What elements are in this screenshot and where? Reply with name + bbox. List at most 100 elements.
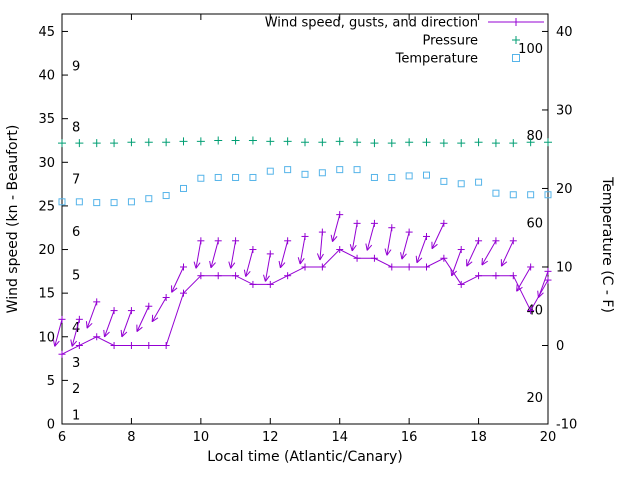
square-marker <box>162 192 170 200</box>
arrow-head <box>349 244 353 252</box>
arrow-head <box>384 248 388 256</box>
arrow-head <box>243 269 247 277</box>
arrow-head <box>52 339 56 347</box>
arrow-head <box>400 252 403 260</box>
arrow-head <box>431 243 438 250</box>
wind-direction-arrow <box>151 297 167 323</box>
wind-direction-arrow <box>481 240 497 266</box>
y-left-tick-label: 35 <box>38 112 55 127</box>
wind-direction-arrow <box>86 301 98 329</box>
y-right-tick-label: 30 <box>556 103 573 118</box>
wind-direction-arrow <box>331 214 341 242</box>
arrow-head <box>151 317 159 323</box>
beaufort-label: 2 <box>72 382 80 397</box>
legend-label-pressure: Pressure <box>422 34 478 49</box>
x-tick-label: 14 <box>331 430 348 445</box>
square-marker <box>544 191 552 199</box>
arrow-head <box>71 340 78 347</box>
arrow-head <box>332 236 338 243</box>
square-marker <box>492 189 500 197</box>
square-marker <box>370 173 378 181</box>
arrow-head <box>280 262 286 269</box>
arrow-head <box>538 292 544 299</box>
arrow-head <box>265 275 270 282</box>
square-marker <box>336 166 344 174</box>
y-axis-title-left: Wind speed (kn - Beaufort) <box>5 125 21 314</box>
arrow-head <box>230 262 236 269</box>
series-temperature <box>58 166 552 207</box>
y-left-tick-label: 20 <box>38 243 55 258</box>
square-marker <box>457 180 465 188</box>
square-marker <box>145 195 153 203</box>
wind-direction-arrow <box>210 240 219 268</box>
wind-direction-arrow <box>500 240 514 267</box>
arrow-head <box>278 260 281 268</box>
wind-direction-arrow <box>279 240 289 268</box>
arrow-head <box>299 258 305 265</box>
legend-sample-temperature <box>512 54 520 62</box>
arrow-head <box>416 257 423 264</box>
arrow-head <box>151 314 154 322</box>
beaufort-label: 3 <box>72 356 80 371</box>
square-marker <box>509 191 517 199</box>
arrow-head <box>466 261 473 267</box>
x-tick-label: 20 <box>540 430 557 445</box>
arrow-head <box>481 258 483 266</box>
arrow-head <box>136 326 143 332</box>
beaufort-label: 5 <box>72 269 80 284</box>
y-left-tick-label: 45 <box>38 25 55 40</box>
fahrenheit-label: 20 <box>526 391 543 406</box>
square-marker <box>423 171 430 179</box>
y-right-tick-label: 20 <box>556 182 573 197</box>
wind-direction-arrow <box>54 319 63 347</box>
wind-direction-arrow <box>71 319 80 347</box>
square-marker <box>58 198 66 206</box>
square-marker <box>249 173 257 181</box>
arrow-head <box>415 255 418 263</box>
y-left-tick-label: 40 <box>38 69 55 84</box>
square-marker <box>527 191 535 199</box>
y-right-tick-label: -10 <box>556 418 577 433</box>
wind-direction-arrow <box>171 266 184 293</box>
y-left-tick-label: 25 <box>38 199 55 214</box>
arrow-head <box>386 249 392 256</box>
series-wind-speed <box>58 246 552 358</box>
arrow-head <box>85 321 88 329</box>
arrow-head <box>450 268 453 276</box>
arrow-head <box>120 329 123 337</box>
wind-direction-arrow <box>136 306 150 332</box>
square-marker <box>353 166 361 174</box>
beaufort-label: 7 <box>72 173 80 188</box>
arrow-head <box>121 331 128 338</box>
square-marker <box>475 178 483 186</box>
wind-direction-arrow <box>299 236 306 265</box>
wind-direction-arrow <box>466 240 480 267</box>
square-marker <box>127 198 135 206</box>
arrow-head <box>263 274 266 282</box>
arrow-head <box>195 262 201 269</box>
square-marker <box>75 198 83 206</box>
arrow-head <box>516 284 518 292</box>
beaufort-label: 4 <box>72 321 80 336</box>
arrow-head <box>297 257 301 265</box>
y-right-tick-label: 40 <box>556 25 573 40</box>
arrow-head <box>228 261 232 269</box>
series-wind-gusts <box>52 211 552 347</box>
x-tick-label: 6 <box>58 430 66 445</box>
square-marker <box>214 173 222 181</box>
x-tick-label: 8 <box>127 430 135 445</box>
arrow-head <box>210 262 216 269</box>
arrow-head <box>401 253 407 260</box>
wind-direction-arrow <box>386 227 393 256</box>
square-marker <box>405 172 413 180</box>
x-axis-title: Local time (Atlantic/Canary) <box>207 449 403 465</box>
beaufort-label: 6 <box>72 225 80 240</box>
arrow-head <box>245 270 251 277</box>
arrow-head <box>481 260 488 266</box>
arrow-head <box>501 261 508 267</box>
square-marker <box>180 184 187 192</box>
x-tick-label: 18 <box>470 430 487 445</box>
